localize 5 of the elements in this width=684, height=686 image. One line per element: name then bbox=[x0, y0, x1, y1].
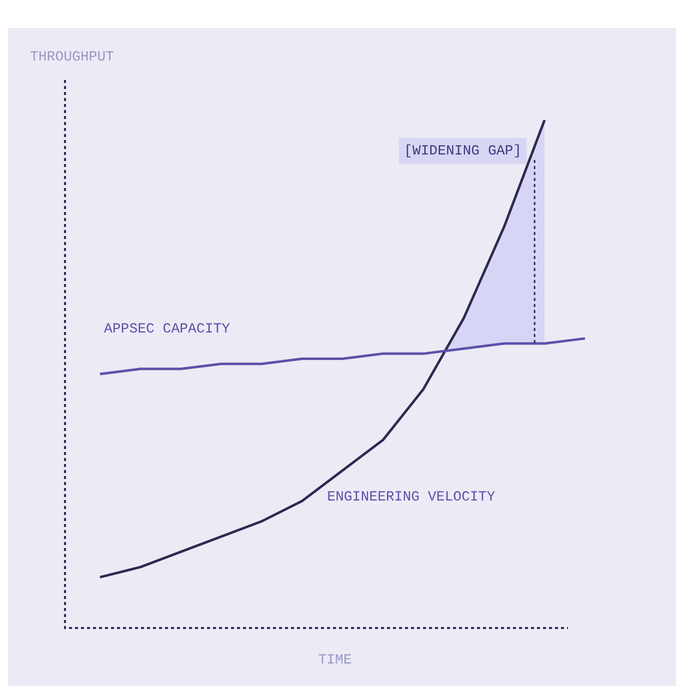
y-axis-title: THROUGHPUT bbox=[30, 50, 114, 66]
x-axis-title: TIME bbox=[318, 652, 352, 669]
series-label: ENGINEERING VELOCITY bbox=[327, 490, 496, 506]
annotation: [WIDENING GAP] bbox=[404, 144, 522, 160]
series-label: APPSEC CAPACITY bbox=[104, 322, 231, 338]
